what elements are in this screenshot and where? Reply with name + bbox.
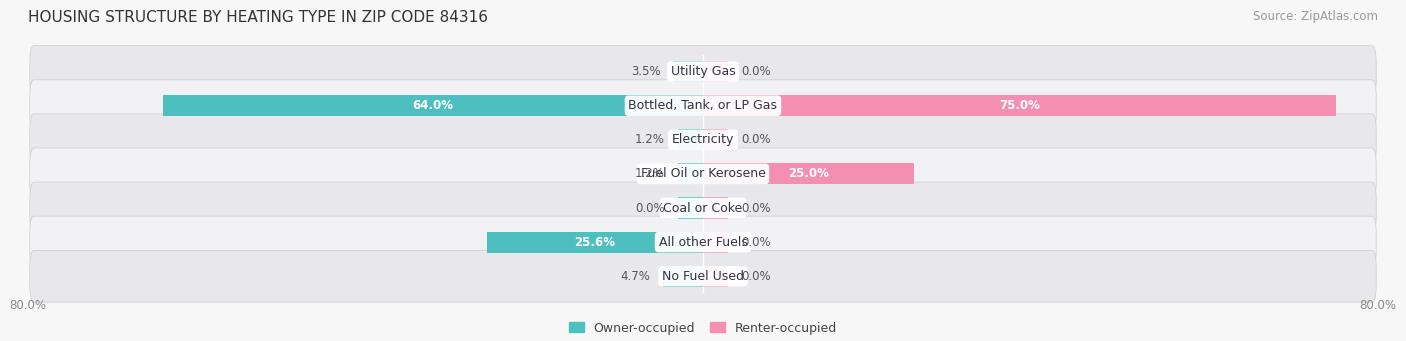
Text: Electricity: Electricity <box>672 133 734 146</box>
FancyBboxPatch shape <box>30 80 1376 132</box>
Text: 0.0%: 0.0% <box>741 270 770 283</box>
FancyBboxPatch shape <box>30 46 1376 98</box>
Legend: Owner-occupied, Renter-occupied: Owner-occupied, Renter-occupied <box>564 316 842 340</box>
Bar <box>703 61 728 82</box>
FancyBboxPatch shape <box>30 148 1376 200</box>
Text: 75.0%: 75.0% <box>998 99 1040 112</box>
Bar <box>163 95 703 116</box>
Text: 4.7%: 4.7% <box>621 270 651 283</box>
FancyBboxPatch shape <box>30 114 1376 166</box>
FancyBboxPatch shape <box>30 182 1376 234</box>
Text: 0.0%: 0.0% <box>741 236 770 249</box>
Bar <box>678 197 703 219</box>
Bar <box>703 232 728 253</box>
Bar <box>486 232 703 253</box>
Text: HOUSING STRUCTURE BY HEATING TYPE IN ZIP CODE 84316: HOUSING STRUCTURE BY HEATING TYPE IN ZIP… <box>28 10 488 25</box>
Bar <box>673 61 703 82</box>
Text: 3.5%: 3.5% <box>631 65 661 78</box>
Bar <box>703 163 914 184</box>
Text: 0.0%: 0.0% <box>636 202 665 214</box>
Text: 25.0%: 25.0% <box>787 167 830 180</box>
Bar <box>703 266 728 287</box>
Text: Coal or Coke: Coal or Coke <box>664 202 742 214</box>
Text: 0.0%: 0.0% <box>741 133 770 146</box>
Bar <box>664 266 703 287</box>
Text: 25.6%: 25.6% <box>575 236 616 249</box>
Bar <box>678 163 703 184</box>
Text: No Fuel Used: No Fuel Used <box>662 270 744 283</box>
Bar <box>703 129 728 150</box>
Bar <box>703 95 1336 116</box>
FancyBboxPatch shape <box>30 216 1376 268</box>
Text: Utility Gas: Utility Gas <box>671 65 735 78</box>
Bar <box>703 197 728 219</box>
Text: 0.0%: 0.0% <box>741 65 770 78</box>
Bar <box>678 129 703 150</box>
Text: 0.0%: 0.0% <box>741 202 770 214</box>
Text: Fuel Oil or Kerosene: Fuel Oil or Kerosene <box>641 167 765 180</box>
Text: Bottled, Tank, or LP Gas: Bottled, Tank, or LP Gas <box>628 99 778 112</box>
Text: 64.0%: 64.0% <box>412 99 454 112</box>
Text: All other Fuels: All other Fuels <box>658 236 748 249</box>
Text: 1.2%: 1.2% <box>636 167 665 180</box>
Text: 1.2%: 1.2% <box>636 133 665 146</box>
Text: Source: ZipAtlas.com: Source: ZipAtlas.com <box>1253 10 1378 23</box>
FancyBboxPatch shape <box>30 250 1376 302</box>
